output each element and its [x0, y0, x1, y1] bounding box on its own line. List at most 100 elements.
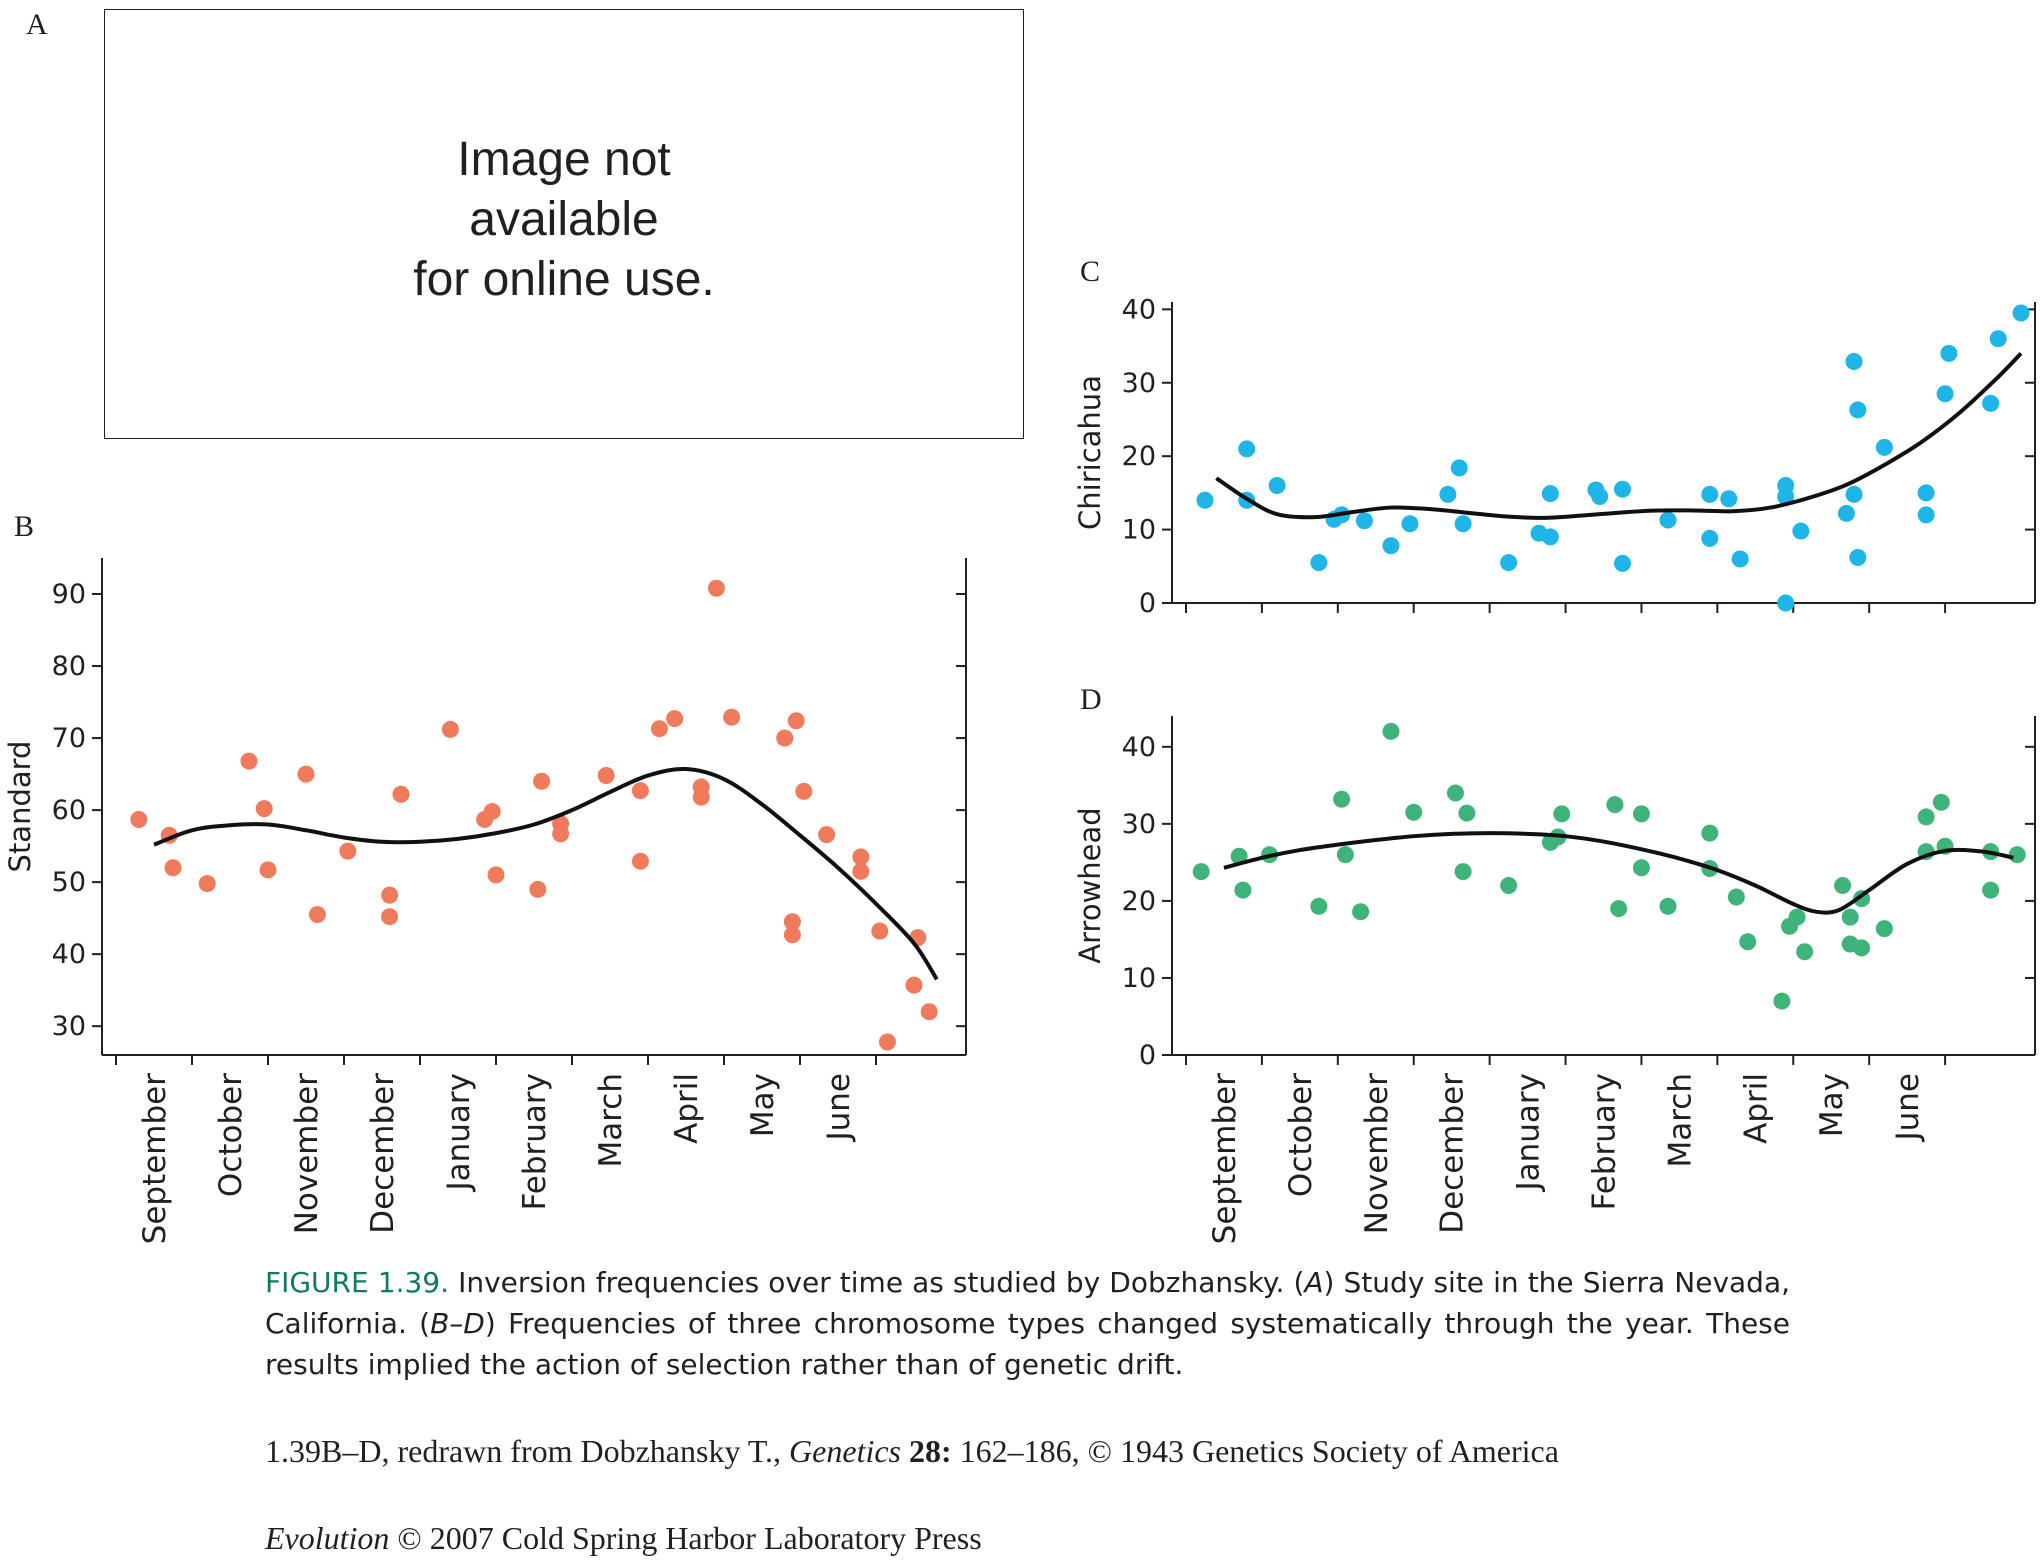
- data-point: [381, 886, 399, 904]
- x-month-label: June: [821, 1073, 857, 1143]
- y-axis-label: Standard: [3, 741, 37, 873]
- data-point: [878, 1033, 896, 1051]
- x-month-label: October: [213, 1073, 249, 1197]
- panel-b-letter: B: [14, 510, 35, 543]
- data-point: [1940, 344, 1958, 362]
- data-point: [441, 720, 459, 738]
- data-point: [783, 926, 801, 944]
- data-point: [1310, 554, 1328, 572]
- data-point: [1382, 722, 1400, 740]
- data-point: [1454, 515, 1472, 533]
- data-point: [1352, 903, 1370, 921]
- data-point: [1401, 515, 1419, 533]
- data-point: [1796, 943, 1814, 961]
- caption-a-ref: A: [1304, 1266, 1324, 1299]
- y-tick-label: 50: [52, 867, 86, 898]
- y-tick-label: 30: [1122, 368, 1156, 399]
- data-point: [1439, 485, 1457, 503]
- data-point: [339, 842, 357, 860]
- data-point: [666, 710, 684, 728]
- data-point: [130, 810, 148, 828]
- data-point: [818, 826, 836, 844]
- data-point: [1553, 805, 1571, 823]
- y-tick-label: 30: [52, 1011, 86, 1042]
- y-axis-label: Chiricahua: [1073, 375, 1107, 530]
- x-month-label: October: [1283, 1073, 1319, 1197]
- copyright-text: © 2007 Cold Spring Harbor Laboratory Pre…: [389, 1520, 982, 1556]
- trend-curve: [1223, 831, 2014, 915]
- data-point: [1500, 877, 1518, 894]
- trend-curve: [1215, 351, 2023, 520]
- figure-caption: FIGURE 1.39. Inversion frequencies over …: [265, 1262, 1790, 1385]
- data-point: [1500, 554, 1518, 572]
- data-point: [1853, 939, 1871, 957]
- data-point: [1792, 522, 1810, 540]
- data-point: [1541, 528, 1559, 546]
- data-point: [1849, 548, 1867, 566]
- data-point: [164, 859, 182, 877]
- data-point: [1192, 863, 1210, 881]
- x-month-label: June: [1890, 1073, 1926, 1143]
- data-point: [1875, 920, 1893, 938]
- data-point: [1773, 992, 1791, 1010]
- data-point: [1845, 352, 1863, 370]
- y-tick-label: 20: [1122, 441, 1156, 472]
- data-point: [1777, 594, 1795, 612]
- data-point: [597, 767, 615, 785]
- data-point: [1837, 504, 1855, 522]
- data-point: [783, 913, 801, 931]
- y-tick-label: 80: [52, 651, 86, 682]
- y-tick-label: 20: [1122, 886, 1156, 917]
- data-point: [1841, 908, 1859, 926]
- data-point: [852, 848, 870, 866]
- data-point: [1982, 394, 2000, 412]
- x-month-label: February: [517, 1073, 553, 1210]
- caption-lead: FIGURE 1.39.: [265, 1266, 450, 1299]
- data-point: [1701, 529, 1719, 547]
- data-point: [381, 908, 399, 926]
- data-point: [529, 880, 547, 898]
- data-point: [1268, 477, 1286, 495]
- x-month-label: September: [137, 1073, 173, 1245]
- data-point: [1936, 385, 1954, 403]
- y-tick-label: 10: [1122, 515, 1156, 546]
- x-month-label: December: [1435, 1073, 1471, 1234]
- data-point: [852, 862, 870, 880]
- data-point: [1336, 846, 1354, 864]
- y-tick-label: 0: [1139, 588, 1156, 619]
- data-point: [297, 765, 315, 783]
- x-month-label: March: [593, 1073, 629, 1168]
- data-point: [1739, 933, 1757, 951]
- credit-volume: 28:: [909, 1433, 952, 1469]
- data-point: [1917, 808, 1935, 826]
- y-tick-label: 90: [52, 579, 86, 610]
- data-point: [1591, 488, 1609, 506]
- y-axis-label: Arrowhead: [1073, 807, 1107, 963]
- x-month-label: March: [1662, 1073, 1698, 1168]
- x-month-label: December: [365, 1073, 401, 1234]
- data-point: [552, 825, 570, 843]
- data-point: [198, 875, 216, 893]
- data-point: [905, 976, 923, 994]
- caption-text-2: ) Study site in the Sierra Nevada, Calif…: [265, 1266, 1791, 1340]
- panel-d-letter: D: [1080, 683, 1102, 716]
- x-month-label: November: [289, 1073, 325, 1235]
- data-point: [533, 772, 551, 790]
- data-point: [871, 922, 889, 940]
- caption-text-1: Inversion frequencies over time as studi…: [449, 1266, 1305, 1299]
- data-point: [1610, 900, 1628, 918]
- data-point: [920, 1003, 938, 1021]
- copyright-line: Evolution © 2007 Cold Spring Harbor Labo…: [265, 1520, 982, 1557]
- y-tick-label: 0: [1139, 1040, 1156, 1071]
- panel-a-letter: A: [26, 8, 48, 41]
- data-point: [1659, 511, 1677, 529]
- x-month-label: May: [745, 1073, 781, 1137]
- x-month-label: September: [1207, 1073, 1243, 1245]
- data-point: [259, 861, 277, 879]
- data-point: [1450, 459, 1468, 477]
- data-point: [650, 720, 668, 738]
- data-point: [707, 579, 725, 597]
- data-point: [1701, 824, 1719, 842]
- data-point: [1234, 881, 1252, 899]
